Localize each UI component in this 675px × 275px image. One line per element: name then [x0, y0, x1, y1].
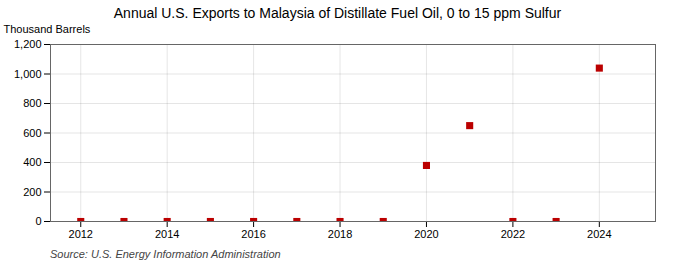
svg-text:2016: 2016: [241, 228, 265, 240]
svg-text:1,000: 1,000: [14, 68, 42, 80]
svg-text:2014: 2014: [155, 228, 179, 240]
html-text:Source: U.S. Energy Informatio: Source: U.S. Energy Information Administ…: [50, 248, 281, 260]
svg-text:800: 800: [23, 97, 41, 109]
svg-text:2018: 2018: [328, 228, 352, 240]
svg-text:600: 600: [23, 127, 41, 139]
svg-text:2012: 2012: [69, 228, 93, 240]
svg-text:2020: 2020: [414, 228, 438, 240]
svg-text:400: 400: [23, 156, 41, 168]
svg-text:Thousand Barrels: Thousand Barrels: [4, 23, 91, 35]
svg-text:0: 0: [35, 215, 41, 227]
svg-text:2024: 2024: [587, 228, 611, 240]
html-text:Annual U.S. Exports to Malaysi: Annual U.S. Exports to Malaysia of Disti…: [113, 5, 562, 21]
svg-text:200: 200: [23, 186, 41, 198]
svg-text:1,200: 1,200: [14, 38, 42, 50]
svg-text:2022: 2022: [501, 228, 525, 240]
